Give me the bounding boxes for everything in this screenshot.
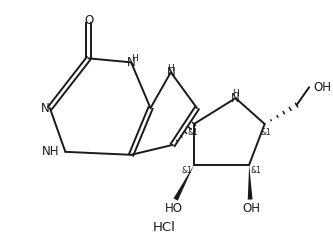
Text: OH: OH bbox=[243, 202, 261, 215]
Text: N: N bbox=[41, 102, 49, 115]
Text: H: H bbox=[232, 89, 239, 98]
Text: OH: OH bbox=[313, 81, 331, 94]
Text: &1: &1 bbox=[182, 166, 193, 175]
Text: &1: &1 bbox=[187, 128, 198, 137]
Text: &1: &1 bbox=[261, 128, 272, 137]
Text: H: H bbox=[167, 64, 174, 73]
Text: N: N bbox=[231, 92, 240, 105]
Polygon shape bbox=[248, 165, 252, 200]
Text: HCl: HCl bbox=[153, 221, 176, 234]
Text: HO: HO bbox=[165, 202, 183, 215]
Text: N: N bbox=[166, 66, 175, 79]
Text: &1: &1 bbox=[251, 166, 261, 175]
Text: N: N bbox=[127, 56, 136, 69]
Text: NH: NH bbox=[42, 145, 60, 158]
Text: O: O bbox=[84, 14, 93, 27]
Polygon shape bbox=[173, 165, 194, 201]
Text: H: H bbox=[131, 54, 138, 63]
